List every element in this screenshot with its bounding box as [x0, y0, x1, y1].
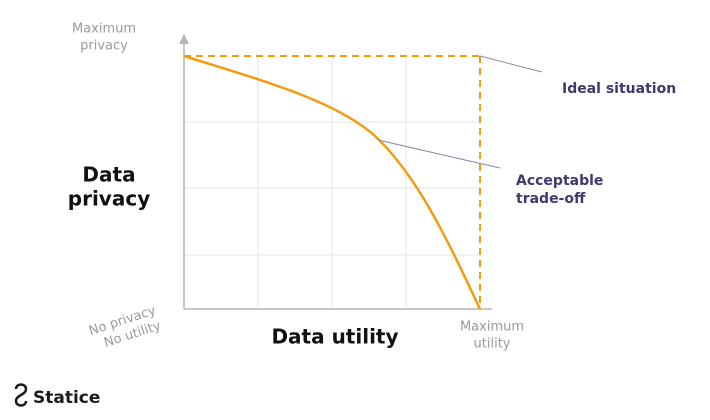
brand-name: Statice [33, 388, 100, 408]
x-axis-title: Data utility [271, 325, 398, 349]
callout-line [377, 139, 501, 169]
y-axis-title: privacy [68, 187, 150, 211]
callout-line [479, 55, 543, 73]
ideal-label: Ideal situation [562, 81, 676, 97]
axes [179, 34, 492, 310]
y-max-label: privacy [80, 39, 128, 54]
x-max-label: Maximum [460, 320, 524, 335]
brand-logo: Statice [14, 383, 100, 408]
tradeoff-label: Acceptable [516, 173, 603, 189]
y-axis-title: Data [82, 163, 135, 187]
tradeoff-label: trade-off [516, 191, 586, 207]
ideal-frontier [184, 55, 481, 309]
tradeoff-curve [183, 54, 482, 310]
x-max-label: utility [474, 337, 511, 352]
logo-icon [14, 383, 28, 407]
y-axis-arrow [179, 34, 189, 44]
y-max-label: Maximum [72, 22, 136, 37]
grid [184, 56, 480, 309]
origin-label: No privacy No utility [87, 303, 163, 351]
